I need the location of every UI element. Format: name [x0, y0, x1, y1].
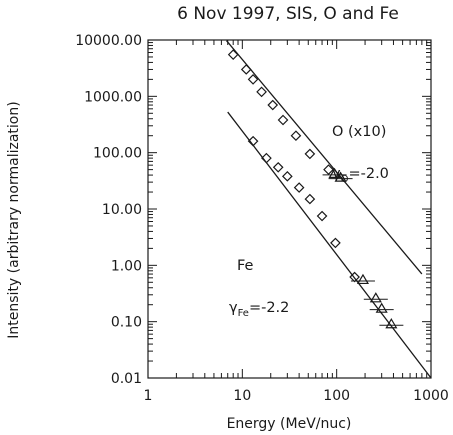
data-points	[227, 49, 404, 329]
diamond-point	[293, 182, 305, 193]
triangle-point	[356, 273, 370, 285]
diamond-point	[349, 271, 360, 283]
y-tick-label: 10.00	[102, 202, 142, 218]
diamond-point	[240, 64, 252, 75]
series-label: O (x10)	[332, 124, 386, 140]
diamond-point	[247, 74, 259, 85]
diamond-point	[267, 99, 279, 111]
diamond-point	[330, 237, 341, 249]
gamma-value: =-2.0	[348, 166, 388, 182]
triangle-point	[328, 167, 341, 178]
fit-lines	[226, 40, 432, 379]
y-tick-label: 1000.00	[84, 89, 142, 105]
triangle-point	[375, 302, 388, 313]
gamma-label: γFe=-2.2	[229, 300, 289, 319]
diamond-point	[277, 114, 289, 126]
gamma-subscript: Fe	[238, 308, 249, 319]
plot-axes: 1 10 100 1000 0.01 0.10 1.00 10.00 100.00 1000.00…	[75, 33, 449, 404]
x-tick-label: 1	[144, 388, 153, 404]
triangle-point	[385, 318, 398, 329]
diamond-point	[304, 193, 316, 205]
diamond-point	[304, 148, 316, 160]
gamma-value: =-2.2	[249, 300, 289, 316]
x-axis-label: Energy (MeV/nuc)	[227, 416, 352, 432]
diamond-point	[316, 210, 328, 222]
fit-line	[227, 111, 432, 379]
x-tick-label: 100	[323, 388, 350, 404]
x-tick-label: 1000	[413, 388, 449, 404]
diamond-point	[227, 49, 239, 60]
triangle-point	[334, 171, 347, 182]
y-tick-label: 0.01	[111, 371, 142, 387]
diamond-point	[323, 164, 334, 175]
diamond-point	[290, 130, 302, 142]
y-tick-label: 10000.00	[75, 33, 142, 49]
diamond-point	[247, 135, 259, 147]
gamma-symbol: γ	[332, 166, 341, 182]
diamond-point	[272, 161, 284, 173]
fit-line	[226, 40, 423, 275]
gamma-label: γO=-2.0	[332, 166, 389, 185]
gamma-subscript: O	[341, 174, 349, 185]
gamma-symbol: γ	[229, 300, 238, 316]
chart-title: 6 Nov 1997, SIS, O and Fe	[177, 4, 399, 24]
series-label: Fe	[237, 258, 254, 274]
y-axis-label: Intensity (arbitrary normalization)	[6, 101, 22, 338]
y-tick-label: 1.00	[111, 258, 142, 274]
y-tick-label: 0.10	[111, 315, 142, 331]
diamond-point	[256, 86, 267, 98]
y-tick-label: 100.00	[93, 146, 142, 162]
diamond-point	[281, 170, 293, 182]
triangle-point	[369, 292, 382, 303]
x-tick-label: 10	[233, 388, 251, 404]
diamond-point	[261, 152, 272, 164]
